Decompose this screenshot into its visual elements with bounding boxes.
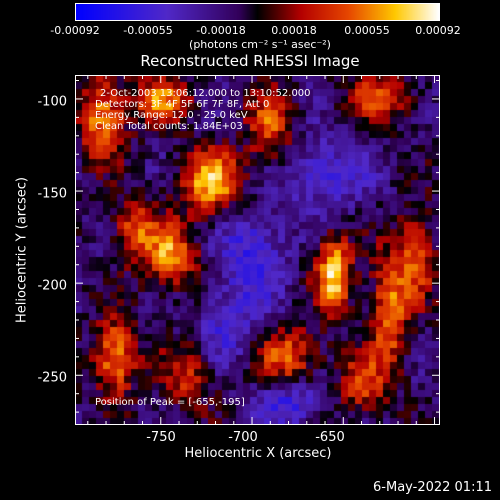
x-tick-label: -700 xyxy=(228,430,258,445)
detectors: Detectors: 3F 4F 5F 6F 7F 8F, Att 0 xyxy=(95,99,270,110)
y-tick-label: -100 xyxy=(37,94,67,110)
heatmap-image xyxy=(75,75,440,425)
y-tick-label: -150 xyxy=(37,186,67,202)
plot-frame xyxy=(75,75,440,425)
energy-range: Energy Range: 12.0 - 25.0 keV xyxy=(95,110,248,121)
y-tick-label: -250 xyxy=(37,370,67,386)
peak-position: Position of Peak = [-655,-195] xyxy=(95,397,245,408)
clean-counts: Clean Total counts: 1.84E+03 xyxy=(95,121,243,132)
colorbar-tick: 0.00018 xyxy=(271,24,317,37)
y-axis-label: Heliocentric Y (arcsec) xyxy=(14,177,30,323)
colorbar-tick: -0.00092 xyxy=(50,24,100,37)
colorbar-tick: 0.00055 xyxy=(344,24,390,37)
colorbar-tick: -0.00018 xyxy=(196,24,246,37)
x-tick-label: -650 xyxy=(315,430,345,445)
colorbar xyxy=(75,3,440,21)
colorbar-unit: (photons cm⁻² s⁻¹ asec⁻²) xyxy=(189,38,331,51)
chart-title: Reconstructed RHESSI Image xyxy=(140,52,360,70)
time-range: 2-Oct-2003 13:06:12.000 to 13:10:52.000 xyxy=(100,88,311,99)
x-axis-label: Heliocentric X (arcsec) xyxy=(184,446,332,461)
x-tick-label: -750 xyxy=(146,430,176,445)
y-tick-label: -200 xyxy=(37,278,67,294)
colorbar-tick: -0.00055 xyxy=(123,24,173,37)
footer-date: 6-May-2022 01:11 xyxy=(373,480,492,495)
colorbar-tick: 0.00092 xyxy=(415,24,461,37)
